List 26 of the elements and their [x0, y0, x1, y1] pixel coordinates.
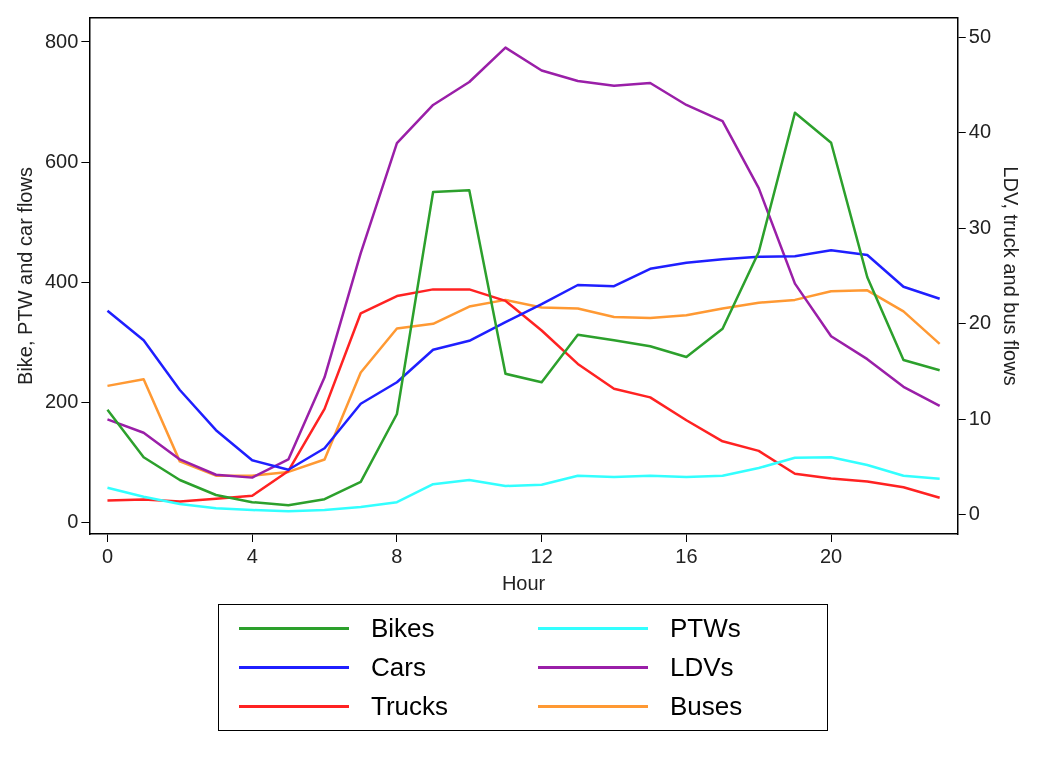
- y-tick-label: 800: [44, 29, 79, 52]
- y2-tick-label: 50: [968, 24, 991, 47]
- legend-label: Trucks: [371, 691, 449, 722]
- x-tick-label: 8: [391, 544, 403, 567]
- y-axis-title: Bike, PTW and car flows: [13, 167, 36, 385]
- legend-label: PTWs: [670, 613, 741, 644]
- y-tick-label: 200: [44, 389, 79, 412]
- x-axis-title: Hour: [501, 571, 546, 594]
- y2-tick-label: 10: [968, 406, 991, 429]
- legend-label: Buses: [670, 691, 743, 722]
- legend-label: Cars: [371, 652, 426, 683]
- y2-tick-label: 0: [968, 502, 980, 525]
- x-tick-label: 4: [246, 544, 258, 567]
- y2-tick-label: 40: [968, 120, 991, 143]
- x-tick-label: 16: [675, 544, 698, 567]
- y-tick-label: 400: [44, 269, 79, 292]
- y-tick-label: 0: [67, 509, 79, 532]
- x-tick-label: 20: [819, 544, 843, 567]
- legend-label: LDVs: [670, 652, 734, 683]
- x-tick-label: 0: [101, 544, 114, 567]
- y2-tick-label: 30: [968, 215, 991, 238]
- y-tick-label: 600: [44, 149, 79, 172]
- y2-tick-label: 20: [968, 311, 991, 334]
- x-tick-label: 12: [530, 544, 553, 567]
- y2-axis-title: LDV, truck and bus flows: [1000, 166, 1023, 386]
- legend-label: Bikes: [371, 613, 435, 644]
